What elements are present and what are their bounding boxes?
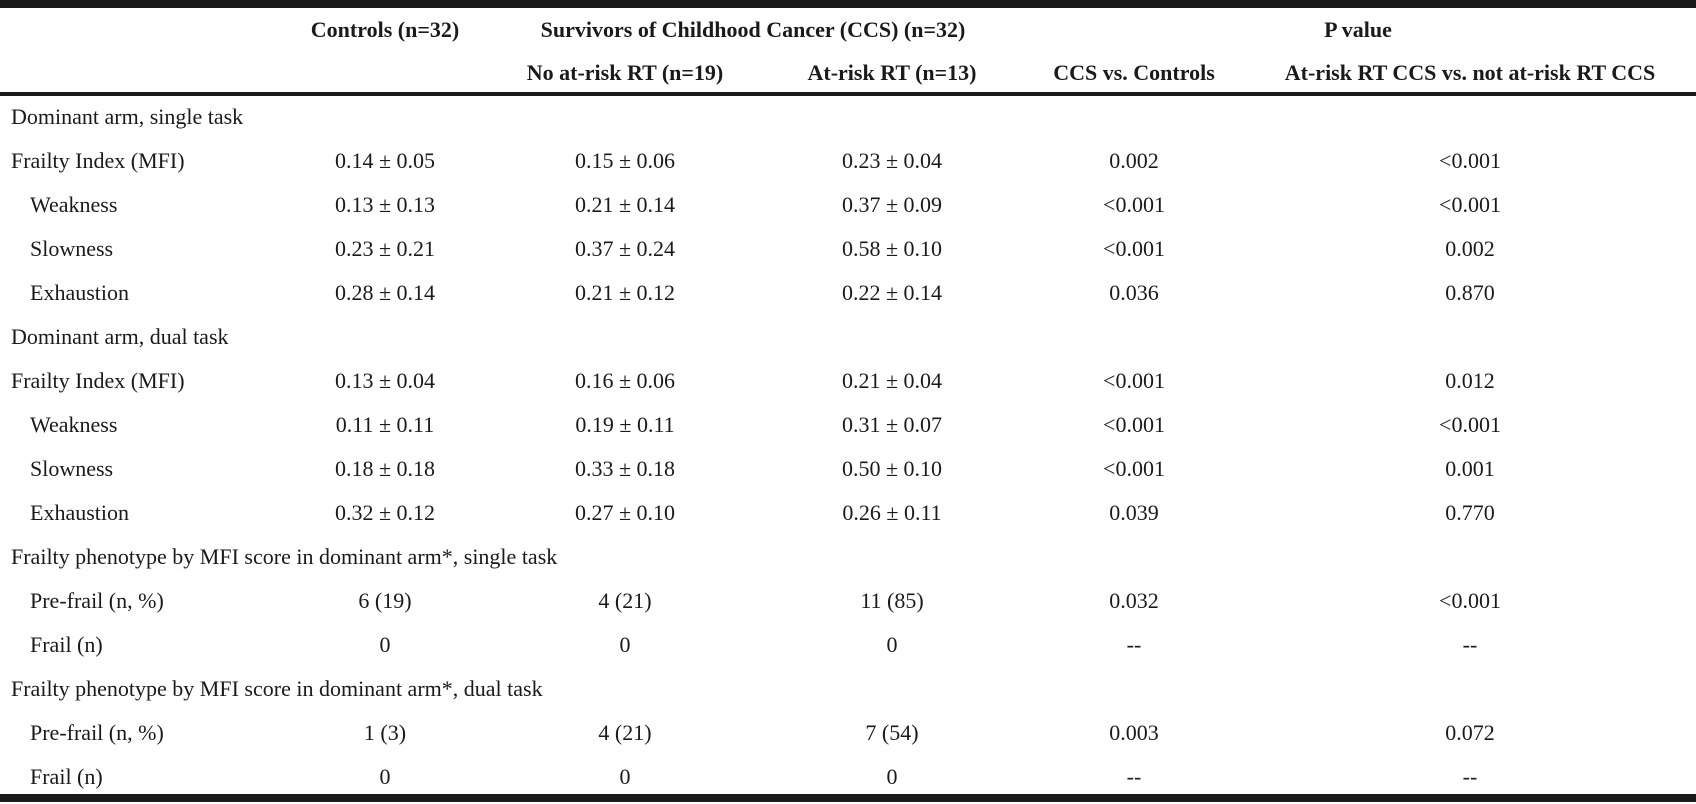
cell-p2: 0.870 [1445, 280, 1495, 305]
row-label: Frailty Index (MFI) [11, 368, 185, 393]
cell-controls: 0.18 ± 0.18 [334, 456, 436, 481]
cell-p1: 0.039 [1109, 500, 1159, 525]
cell-no-at-risk: 0.21 ± 0.14 [574, 192, 676, 217]
header-rule [0, 92, 1696, 96]
cell-controls: 0 [379, 632, 391, 657]
bottom-rule [0, 794, 1696, 802]
cell-p2: 0.002 [1445, 236, 1495, 261]
cell-at-risk: 0 [886, 632, 898, 657]
cell-p1: <0.001 [1103, 412, 1165, 437]
cell-controls: 0.23 ± 0.21 [334, 236, 436, 261]
cell-no-at-risk: 0.27 ± 0.10 [574, 500, 676, 525]
cell-at-risk: 11 (85) [860, 588, 924, 613]
cell-at-risk: 0.23 ± 0.04 [841, 148, 943, 173]
cell-p1: -- [1126, 764, 1142, 789]
cell-no-at-risk: 0.21 ± 0.12 [574, 280, 676, 305]
row-label: Weakness [30, 412, 118, 437]
cell-p1: <0.001 [1103, 456, 1165, 481]
header-at-risk: At-risk RT (n=13) [807, 60, 977, 85]
cell-at-risk: 0.21 ± 0.04 [841, 368, 943, 393]
cell-no-at-risk: 0 [619, 764, 631, 789]
cell-controls: 0.13 ± 0.13 [334, 192, 436, 217]
cell-p1: <0.001 [1103, 192, 1165, 217]
cell-p2: 0.012 [1445, 368, 1495, 393]
row-label: Slowness [30, 456, 114, 481]
cell-no-at-risk: 0.37 ± 0.24 [574, 236, 676, 261]
cell-no-at-risk: 0 [619, 632, 631, 657]
section-heading: Dominant arm, dual task [11, 324, 229, 349]
row-label: Pre-frail (n, %) [30, 720, 164, 745]
cell-p2: 0.072 [1445, 720, 1495, 745]
header-atrisk-vs-not: At-risk RT CCS vs. not at-risk RT CCS [1284, 60, 1656, 85]
cell-controls: 0.14 ± 0.05 [334, 148, 436, 173]
cell-at-risk: 0.58 ± 0.10 [841, 236, 943, 261]
cell-p2: <0.001 [1439, 588, 1501, 613]
cell-p1: 0.002 [1109, 148, 1159, 173]
cell-controls: 1 (3) [363, 720, 407, 745]
cell-no-at-risk: 0.33 ± 0.18 [574, 456, 676, 481]
cell-p2: <0.001 [1439, 412, 1501, 437]
row-label: Pre-frail (n, %) [30, 588, 164, 613]
top-rule [0, 0, 1696, 8]
cell-at-risk: 0.22 ± 0.14 [841, 280, 943, 305]
cell-at-risk: 0.31 ± 0.07 [841, 412, 943, 437]
cell-p2: -- [1462, 764, 1478, 789]
cell-no-at-risk: 0.16 ± 0.06 [574, 368, 676, 393]
cell-no-at-risk: 4 (21) [598, 720, 652, 745]
row-label: Weakness [30, 192, 118, 217]
section-heading: Frailty phenotype by MFI score in domina… [11, 544, 558, 569]
cell-p2: <0.001 [1439, 148, 1501, 173]
row-label: Exhaustion [30, 280, 129, 305]
row-label: Frail (n) [30, 764, 103, 789]
header-ccs-vs-controls: CCS vs. Controls [1053, 60, 1215, 85]
cell-p1: <0.001 [1103, 236, 1165, 261]
section-heading: Dominant arm, single task [11, 104, 244, 129]
cell-controls: 0.28 ± 0.14 [334, 280, 436, 305]
cell-p1: 0.032 [1109, 588, 1159, 613]
cell-p2: <0.001 [1439, 192, 1501, 217]
cell-at-risk: 7 (54) [865, 720, 919, 745]
cell-controls: 6 (19) [358, 588, 412, 613]
header-controls: Controls (n=32) [310, 17, 460, 42]
row-label: Frailty Index (MFI) [11, 148, 185, 173]
cell-p1: -- [1126, 632, 1142, 657]
cell-at-risk: 0.50 ± 0.10 [841, 456, 943, 481]
header-p-value: P value [1324, 17, 1392, 42]
cell-p2: 0.001 [1445, 456, 1495, 481]
cell-controls: 0.11 ± 0.11 [335, 412, 435, 437]
cell-p1: <0.001 [1103, 368, 1165, 393]
cell-controls: 0 [379, 764, 391, 789]
cell-at-risk: 0.26 ± 0.11 [842, 500, 942, 525]
header-no-at-risk: No at-risk RT (n=19) [526, 60, 724, 85]
cell-p2: 0.770 [1445, 500, 1495, 525]
cell-no-at-risk: 0.15 ± 0.06 [574, 148, 676, 173]
cell-at-risk: 0 [886, 764, 898, 789]
cell-no-at-risk: 4 (21) [598, 588, 652, 613]
cell-controls: 0.32 ± 0.12 [334, 500, 436, 525]
row-label: Exhaustion [30, 500, 129, 525]
section-heading: Frailty phenotype by MFI score in domina… [11, 676, 543, 701]
header-ccs-group: Survivors of Childhood Cancer (CCS) (n=3… [540, 17, 966, 42]
cell-p1: 0.036 [1109, 280, 1159, 305]
cell-at-risk: 0.37 ± 0.09 [841, 192, 943, 217]
cell-p1: 0.003 [1109, 720, 1159, 745]
cell-controls: 0.13 ± 0.04 [334, 368, 436, 393]
cell-p2: -- [1462, 632, 1478, 657]
cell-no-at-risk: 0.19 ± 0.11 [575, 412, 675, 437]
row-label: Frail (n) [30, 632, 103, 657]
row-label: Slowness [30, 236, 114, 261]
